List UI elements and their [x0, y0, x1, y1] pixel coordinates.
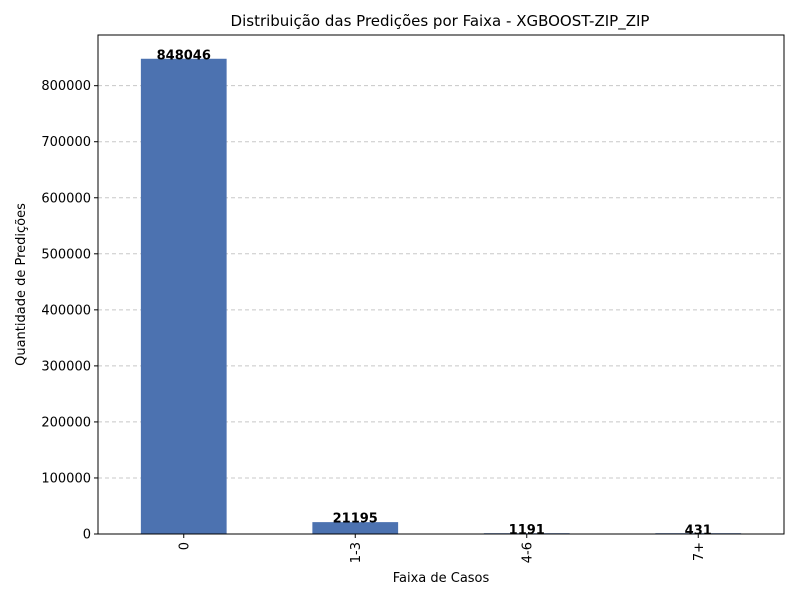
- x-tick-label: 7+: [692, 542, 707, 561]
- chart-title: Distribuição das Predições por Faixa - X…: [231, 12, 650, 31]
- y-axis: 0 100000 200000 300000 400000 500000 600000 700…: [41, 79, 98, 543]
- bar: [312, 522, 399, 534]
- y-tick-label: 800000: [41, 79, 91, 94]
- x-axis-title: Faixa de Casos: [393, 571, 490, 586]
- y-tick-label: 500000: [41, 247, 91, 262]
- x-axis: 0 1-3 4-6 7+: [177, 534, 707, 563]
- data-label: 21195: [333, 512, 378, 527]
- x-tick-label: 0: [177, 542, 192, 550]
- plot-area-frame: [97, 34, 785, 535]
- bars: [140, 58, 742, 535]
- y-tick-label: 300000: [41, 359, 91, 374]
- x-tick-label: 1-3: [349, 542, 364, 563]
- bar: [140, 58, 227, 535]
- y-axis-title: Quantidade de Predições: [14, 203, 29, 366]
- data-label: 848046: [157, 48, 211, 63]
- x-tick-label: 4-6: [520, 542, 535, 563]
- y-tick-label: 700000: [41, 135, 91, 150]
- y-tick-label: 200000: [41, 415, 91, 430]
- data-label: 431: [685, 523, 712, 538]
- y-tick-label: 600000: [41, 191, 91, 206]
- y-tick-label: 0: [83, 528, 91, 543]
- y-tick-label: 400000: [41, 303, 91, 318]
- y-tick-label: 100000: [41, 471, 91, 486]
